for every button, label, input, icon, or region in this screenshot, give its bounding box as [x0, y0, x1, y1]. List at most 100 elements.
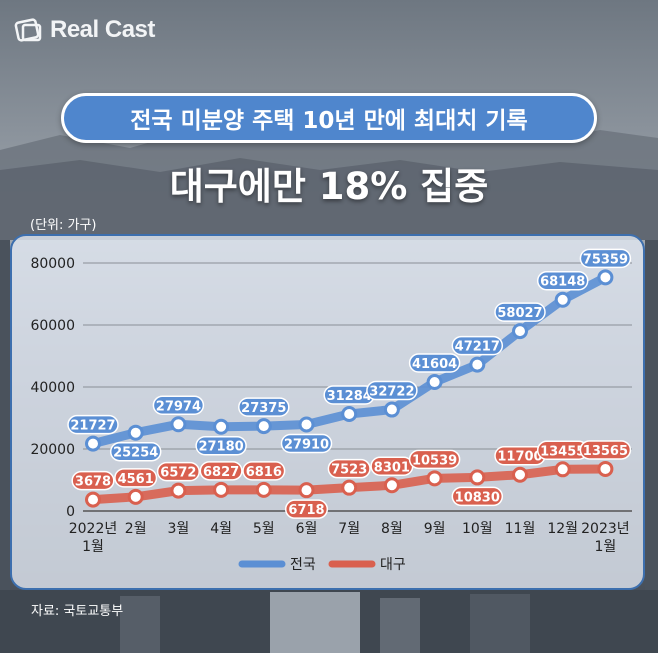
- data-point: [383, 477, 400, 494]
- data-label: 68148: [540, 275, 585, 290]
- data-point: [85, 435, 101, 452]
- x-tick-label: 8월: [381, 521, 403, 537]
- legend-label: 전국: [290, 557, 316, 573]
- data-label-bg: [152, 395, 205, 416]
- data-label: 4561: [118, 472, 154, 487]
- legend-label: 대구: [380, 557, 406, 573]
- data-point: [469, 356, 486, 373]
- data-point: [213, 481, 230, 498]
- data-label: 31284: [327, 389, 372, 404]
- data-label-bg: [71, 470, 115, 491]
- unit-label: (단위: 가구): [30, 218, 97, 233]
- data-label-bg: [451, 335, 504, 356]
- y-tick-label: 80000: [30, 256, 75, 272]
- data-label: 6572: [160, 466, 196, 481]
- data-point: [341, 479, 358, 496]
- data-label: 21727: [70, 419, 115, 434]
- data-point: [127, 424, 144, 441]
- data-label-bg: [408, 353, 461, 373]
- data-point: [512, 466, 528, 483]
- data-label-bg: [67, 414, 119, 435]
- data-label: 58027: [497, 306, 542, 321]
- data-label-bg: [494, 302, 546, 322]
- data-label-bg: [408, 449, 461, 470]
- data-label-bg: [114, 468, 158, 488]
- data-label: 27910: [284, 437, 329, 452]
- data-label-bg: [242, 461, 286, 481]
- data-label-bg: [238, 397, 290, 417]
- data-label: 6718: [288, 503, 324, 518]
- data-label-bg: [579, 248, 632, 269]
- data-label: 25254: [113, 446, 158, 461]
- x-tick-label: 11월: [505, 521, 536, 537]
- data-label: 7523: [331, 463, 367, 478]
- realcast-logo-icon: [14, 18, 42, 42]
- y-tick-label: 40000: [30, 380, 75, 396]
- data-point: [512, 323, 528, 340]
- data-label: 8301: [374, 460, 410, 475]
- brand-name: Real Cast: [50, 16, 155, 43]
- y-tick-label: 60000: [30, 318, 75, 334]
- title-pill: 전국 미분양 주택 10년 만에 최대치 기록: [61, 93, 597, 143]
- data-point: [85, 491, 101, 508]
- data-label-bg: [280, 433, 333, 454]
- data-label: 10830: [455, 490, 500, 505]
- data-label: 6827: [203, 465, 239, 480]
- data-label-bg: [366, 380, 418, 401]
- data-label: 11700: [497, 450, 542, 465]
- data-label: 27974: [156, 399, 201, 414]
- chart-card: [10, 234, 645, 590]
- data-point: [170, 482, 187, 499]
- headline: 대구에만 18% 집중: [169, 165, 489, 208]
- x-tick-label: 2023년: [581, 521, 630, 537]
- data-label: 27375: [241, 401, 286, 416]
- y-tick-label: 0: [66, 504, 75, 520]
- data-label: 41604: [412, 357, 457, 372]
- data-label-bg: [195, 435, 247, 456]
- x-tick-label: 1월: [82, 539, 104, 555]
- x-tick-label: 5월: [253, 521, 275, 537]
- source-note: 자료: 국토교통부: [31, 604, 124, 619]
- data-point: [298, 416, 315, 433]
- data-point: [127, 488, 144, 505]
- data-point: [383, 401, 400, 418]
- x-tick-label: 2022년: [69, 521, 118, 537]
- data-label: 27180: [198, 440, 243, 455]
- data-label: 13565: [583, 444, 628, 459]
- data-point: [554, 291, 571, 308]
- data-label-bg: [451, 486, 504, 507]
- data-label: 47217: [455, 340, 500, 355]
- x-tick-label: 4월: [210, 521, 232, 537]
- x-tick-label: 3월: [168, 521, 190, 537]
- x-tick-label: 6월: [296, 521, 318, 537]
- data-label-bg: [156, 461, 200, 482]
- data-label-bg: [199, 461, 243, 481]
- data-label-bg: [109, 441, 162, 462]
- y-tick-label: 20000: [30, 442, 75, 458]
- x-tick-label: 10월: [462, 521, 493, 537]
- data-point: [213, 418, 230, 435]
- data-point: [426, 470, 443, 487]
- data-point: [170, 416, 187, 433]
- x-tick-label: 2월: [125, 521, 147, 537]
- data-label-bg: [327, 458, 371, 479]
- data-label-bg: [579, 440, 632, 460]
- data-point: [341, 406, 358, 423]
- data-point: [255, 418, 272, 435]
- data-label: 10539: [412, 453, 457, 468]
- data-label: 32722: [369, 385, 414, 400]
- data-label-bg: [536, 270, 589, 291]
- x-tick-label: 12월: [547, 521, 578, 537]
- x-tick-label: 1월: [595, 539, 617, 555]
- data-point: [255, 481, 272, 498]
- data-point: [597, 460, 614, 477]
- data-point: [597, 269, 614, 286]
- data-point: [469, 469, 486, 486]
- data-label: 75359: [583, 252, 628, 267]
- data-point: [298, 482, 315, 499]
- x-tick-label: 9월: [424, 521, 446, 537]
- data-point: [554, 461, 571, 478]
- brand-logo: Real Cast: [14, 16, 155, 44]
- data-label: 6816: [246, 465, 282, 480]
